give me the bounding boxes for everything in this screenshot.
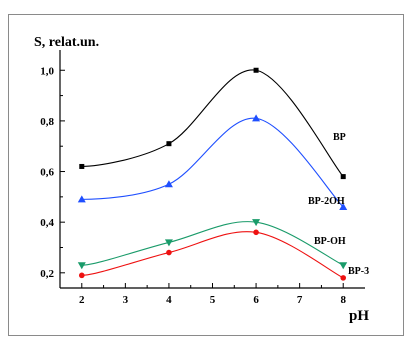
data-point (252, 219, 261, 227)
data-point (77, 195, 86, 203)
y-axis-label: S, relat.un. (34, 35, 99, 50)
series-line (81, 231, 344, 279)
y-tick-label: 0,8 (40, 116, 54, 128)
data-point (252, 114, 261, 122)
data-point (77, 262, 86, 270)
series-label: BP (333, 132, 346, 143)
data-point (78, 272, 85, 279)
x-tick-label: 6 (253, 294, 259, 306)
data-point (164, 180, 173, 188)
y-tick-label: 1,0 (40, 65, 54, 77)
series-lines (81, 69, 344, 279)
data-point (339, 262, 348, 270)
y-tick-label: 0,2 (40, 268, 54, 280)
data-point (340, 275, 347, 281)
figure-frame (8, 14, 404, 336)
data-point (166, 141, 172, 147)
series-label: BP-3 (348, 266, 369, 277)
data-point (164, 239, 173, 247)
ticks: 2 3 4 5 6 7 8 0,2 0,4 0,6 0,8 1,0 (40, 65, 346, 306)
x-tick-label: 2 (79, 294, 85, 306)
series-line (81, 117, 344, 208)
data-point (79, 163, 85, 169)
series-labels: BP BP-2OH BP-OH BP-3 (308, 132, 369, 277)
y-tick-label: 0,6 (40, 167, 54, 179)
data-point (166, 249, 172, 256)
series-line (81, 221, 344, 266)
series-markers (77, 67, 348, 281)
x-tick-label: 4 (166, 294, 172, 306)
data-point (253, 67, 259, 73)
axes (59, 50, 365, 289)
x-tick-label: 3 (123, 294, 129, 306)
series-label: BP-OH (314, 236, 346, 247)
data-point (339, 202, 348, 210)
y-tick-label: 0,4 (40, 217, 54, 229)
series-line (81, 69, 344, 177)
x-tick-label: 7 (297, 294, 303, 306)
x-tick-label: 8 (340, 294, 346, 306)
x-axis-label: pH (349, 308, 369, 324)
series-label: BP-2OH (308, 196, 345, 207)
data-point (340, 174, 346, 180)
x-tick-label: 5 (210, 294, 216, 306)
data-point (253, 229, 259, 236)
